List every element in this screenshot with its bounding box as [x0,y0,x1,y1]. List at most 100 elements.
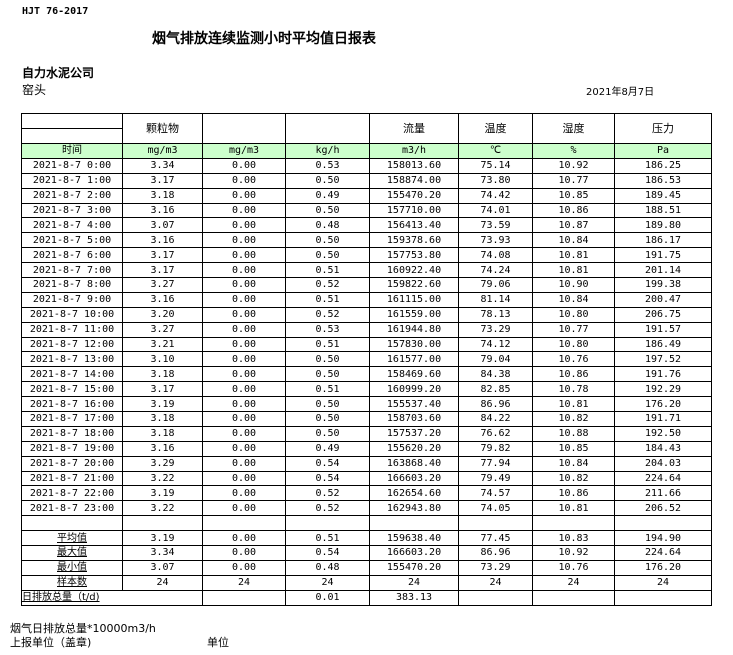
table-cell: 24 [202,574,286,591]
blank-row [21,515,712,532]
table-cell: 191.57 [614,321,712,338]
table-cell [21,515,123,532]
summary-row: 平均值 3.19 0.00 0.51 159638.40 77.45 10.83 194.90 [21,530,712,547]
table-row: 2021-8-7 7:00 3.17 0.00 0.51 160922.40 74.24 1… [21,262,712,279]
report-date: 2021年8月7日 [586,87,655,98]
table-cell: 157753.80 [369,247,459,264]
table-cell: 2021-8-7 8:00 [21,277,123,293]
header-split [22,115,122,143]
table-cell: 10.81 [532,262,615,279]
table-cell: 10.87 [532,217,615,234]
table-cell: 159378.60 [369,232,459,249]
table-cell: 211.66 [614,485,712,502]
table-cell: 75.14 [458,157,533,174]
table-cell: 166603.20 [369,545,459,561]
table-cell: 10.84 [532,291,615,308]
unit-row: 时间 mg/m3 mg/m3 kg/h m3/h ℃% Pa [21,143,712,159]
table-cell: 2021-8-7 22:00 [21,485,123,502]
table-cell: 0.00 [202,232,286,249]
table-cell: 0.00 [202,202,286,219]
table-cell: 78.13 [458,306,533,323]
table-cell: 191.75 [614,247,712,264]
table-cell: 191.71 [614,411,712,427]
table-cell: 0.00 [202,470,286,487]
table-cell: 0.50 [285,396,370,413]
table-cell: 10.76 [532,351,615,368]
table-cell: 3.27 [122,321,203,338]
table-cell: 3.18 [122,425,203,442]
table-cell: 0.00 [202,500,286,517]
table-cell: 192.50 [614,425,712,442]
table-cell: 10.77 [532,321,615,338]
table-cell: 2021-8-7 6:00 [21,247,123,264]
table-cell [21,113,123,144]
company-name: 自力水泥公司 [22,66,95,80]
table-cell: 2021-8-7 13:00 [21,351,123,368]
table-cell: 0.53 [285,157,370,174]
table-cell: 188.51 [614,202,712,219]
table-cell: 0.00 [202,157,286,174]
table-cell: 10.84 [532,455,615,472]
table-cell: 0.00 [202,545,286,561]
table-cell [285,515,370,532]
table-cell: 0.48 [285,559,370,576]
table-cell: 2021-8-7 23:00 [21,500,123,517]
table-cell: 73.29 [458,559,533,576]
table-cell: 2021-8-7 9:00 [21,291,123,308]
table-cell: 155620.20 [369,440,459,457]
table-cell: 166603.20 [369,470,459,487]
table-cell: 3.22 [122,500,203,517]
table-cell: 189.80 [614,217,712,234]
table-row: 2021-8-7 15:00 3.17 0.00 0.51 160999.20 82.85… [21,381,712,398]
table-cell: 0.51 [285,336,370,353]
table-cell: 10.92 [532,545,615,561]
table-cell: 10.88 [532,425,615,442]
table-cell: 0.54 [285,545,370,561]
table-cell: 0.00 [202,559,286,576]
table-cell: 0.50 [285,411,370,427]
table-cell: 2021-8-7 14:00 [21,366,123,383]
table-cell: 158874.00 [369,172,459,189]
table-cell: 3.17 [122,172,203,189]
table-row: 2021-8-7 11:00 3.27 0.00 0.53 161944.80 73.29… [21,321,712,338]
table-cell: 155470.20 [369,187,459,204]
site-name: 窑头 [22,83,47,97]
summary-row: 最小值 3.07 0.00 0.48 155470.20 73.29 10.76 176.20 [21,559,712,576]
table-cell: 204.03 [614,455,712,472]
table-cell: 200.47 [614,291,712,308]
table-cell: 206.75 [614,306,712,323]
header-row: 颗粒物 流量 温度 湿度 压力 [21,113,712,144]
table-cell: 189.45 [614,187,712,204]
table-cell: 159638.40 [369,530,459,547]
table-cell: 77.94 [458,455,533,472]
table-cell: 10.85 [532,440,615,457]
table-cell: 206.52 [614,500,712,517]
table-row: 2021-8-7 1:00 3.17 0.00 0.50 158874.00 73.80 1… [21,172,712,189]
table-cell [532,515,615,532]
table-cell: 10.81 [532,247,615,264]
table-cell: 3.16 [122,291,203,308]
table-cell [458,589,533,606]
table-row: 2021-8-7 19:00 3.16 0.00 0.49 155620.20 79.82… [21,440,712,457]
table-cell: 2021-8-7 4:00 [21,217,123,234]
table-cell: 2021-8-7 21:00 [21,470,123,487]
table-cell: 0.00 [202,440,286,457]
table-cell: 0.49 [285,440,370,457]
table-cell: 0.00 [202,411,286,427]
table-row: 2021-8-7 18:00 3.18 0.00 0.50 157537.20 76.62… [21,425,712,442]
table-cell: 0.50 [285,232,370,249]
table-row: 2021-8-7 8:00 3.27 0.00 0.52 159822.60 79.06 1… [21,277,712,293]
table-row: 2021-8-7 22:00 3.19 0.00 0.52 162654.60 74.57… [21,485,712,502]
table-cell: 3.34 [122,545,203,561]
table-cell: 163868.40 [369,455,459,472]
table-cell: 2021-8-7 7:00 [21,262,123,279]
table-cell: 74.08 [458,247,533,264]
table-cell: 2021-8-7 15:00 [21,381,123,398]
table-cell: 3.20 [122,306,203,323]
table-cell: 3.17 [122,381,203,398]
table-cell: 82.85 [458,381,533,398]
table-cell: 3.18 [122,187,203,204]
summary-row: 最大值 3.34 0.00 0.54 166603.20 86.96 10.92 224.64 [21,545,712,561]
table-cell: 162943.80 [369,500,459,517]
table-cell: 0.00 [202,336,286,353]
